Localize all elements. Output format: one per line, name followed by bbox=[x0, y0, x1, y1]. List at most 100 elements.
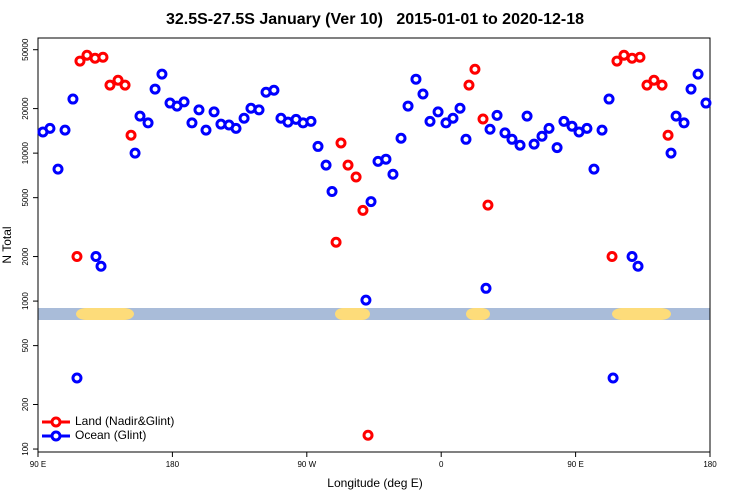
point bbox=[514, 139, 526, 151]
point bbox=[588, 163, 600, 175]
point bbox=[447, 112, 459, 124]
point bbox=[119, 79, 131, 91]
point bbox=[480, 282, 492, 294]
point bbox=[581, 122, 593, 134]
point bbox=[460, 133, 472, 145]
point bbox=[360, 294, 372, 306]
point bbox=[200, 124, 212, 136]
x-tick-label: 90 W bbox=[297, 460, 316, 469]
ocean-strip bbox=[38, 308, 710, 320]
x-tick-label: 0 bbox=[439, 460, 444, 469]
point bbox=[626, 251, 638, 263]
point bbox=[424, 115, 436, 127]
point bbox=[463, 79, 475, 91]
point bbox=[665, 147, 677, 159]
point bbox=[551, 142, 563, 154]
point bbox=[104, 79, 116, 91]
point bbox=[395, 132, 407, 144]
point bbox=[432, 106, 444, 118]
point bbox=[634, 51, 646, 63]
point bbox=[253, 104, 265, 116]
point bbox=[477, 113, 489, 125]
point bbox=[603, 93, 615, 105]
point bbox=[700, 97, 712, 109]
point bbox=[670, 110, 682, 122]
y-tick-label: 1000 bbox=[21, 292, 30, 310]
point bbox=[402, 100, 414, 112]
legend-marker bbox=[50, 416, 62, 428]
x-tick-label: 90 E bbox=[567, 460, 583, 469]
land-patch bbox=[466, 308, 490, 320]
point bbox=[178, 96, 190, 108]
land-patch bbox=[335, 308, 370, 320]
point bbox=[641, 79, 653, 91]
y-tick-label: 500 bbox=[21, 338, 30, 352]
point bbox=[521, 110, 533, 122]
point bbox=[596, 124, 608, 136]
point bbox=[330, 236, 342, 248]
legend-marker bbox=[50, 430, 62, 442]
point bbox=[44, 122, 56, 134]
map-strip bbox=[38, 308, 710, 320]
x-tick-label: 90 E bbox=[30, 460, 46, 469]
legend-label: Land (Nadir&Glint) bbox=[75, 414, 174, 428]
point bbox=[558, 115, 570, 127]
point bbox=[59, 124, 71, 136]
point bbox=[632, 260, 644, 272]
point bbox=[142, 117, 154, 129]
point bbox=[566, 120, 578, 132]
point bbox=[320, 159, 332, 171]
point bbox=[95, 260, 107, 272]
point bbox=[611, 55, 623, 67]
y-tick-label: 20000 bbox=[21, 97, 30, 120]
point bbox=[380, 153, 392, 165]
point bbox=[52, 163, 64, 175]
y-tick-label: 200 bbox=[21, 397, 30, 411]
point bbox=[440, 117, 452, 129]
point bbox=[606, 251, 618, 263]
chart-title: 32.5S-27.5S January (Ver 10) 2015-01-01 … bbox=[166, 11, 584, 28]
point bbox=[71, 251, 83, 263]
point bbox=[357, 204, 369, 216]
point bbox=[90, 251, 102, 263]
y-tick-label: 50000 bbox=[21, 38, 30, 61]
y-tick-label: 2000 bbox=[21, 247, 30, 265]
legend-label: Ocean (Glint) bbox=[75, 428, 146, 442]
point bbox=[230, 122, 242, 134]
point bbox=[491, 109, 503, 121]
land-patch bbox=[76, 308, 134, 320]
point bbox=[238, 112, 250, 124]
point bbox=[607, 372, 619, 384]
plot-frame bbox=[37, 37, 711, 453]
point bbox=[362, 429, 374, 441]
point bbox=[67, 93, 79, 105]
point bbox=[305, 115, 317, 127]
point bbox=[193, 104, 205, 116]
point bbox=[692, 68, 704, 80]
point bbox=[129, 147, 141, 159]
x-tick-label: 180 bbox=[166, 460, 180, 469]
point bbox=[125, 129, 137, 141]
point bbox=[454, 102, 466, 114]
point bbox=[648, 74, 660, 86]
point bbox=[484, 123, 496, 135]
point bbox=[536, 130, 548, 142]
point bbox=[685, 83, 697, 95]
point bbox=[149, 83, 161, 95]
point bbox=[268, 84, 280, 96]
point bbox=[208, 106, 220, 118]
point bbox=[499, 127, 511, 139]
point bbox=[417, 88, 429, 100]
y-tick-label: 10000 bbox=[21, 141, 30, 164]
y-axis-label: N Total bbox=[0, 226, 14, 263]
point bbox=[134, 110, 146, 122]
point bbox=[156, 68, 168, 80]
point bbox=[186, 117, 198, 129]
point bbox=[506, 133, 518, 145]
point bbox=[387, 168, 399, 180]
point bbox=[543, 122, 555, 134]
point bbox=[335, 137, 347, 149]
point bbox=[342, 159, 354, 171]
point bbox=[662, 129, 674, 141]
